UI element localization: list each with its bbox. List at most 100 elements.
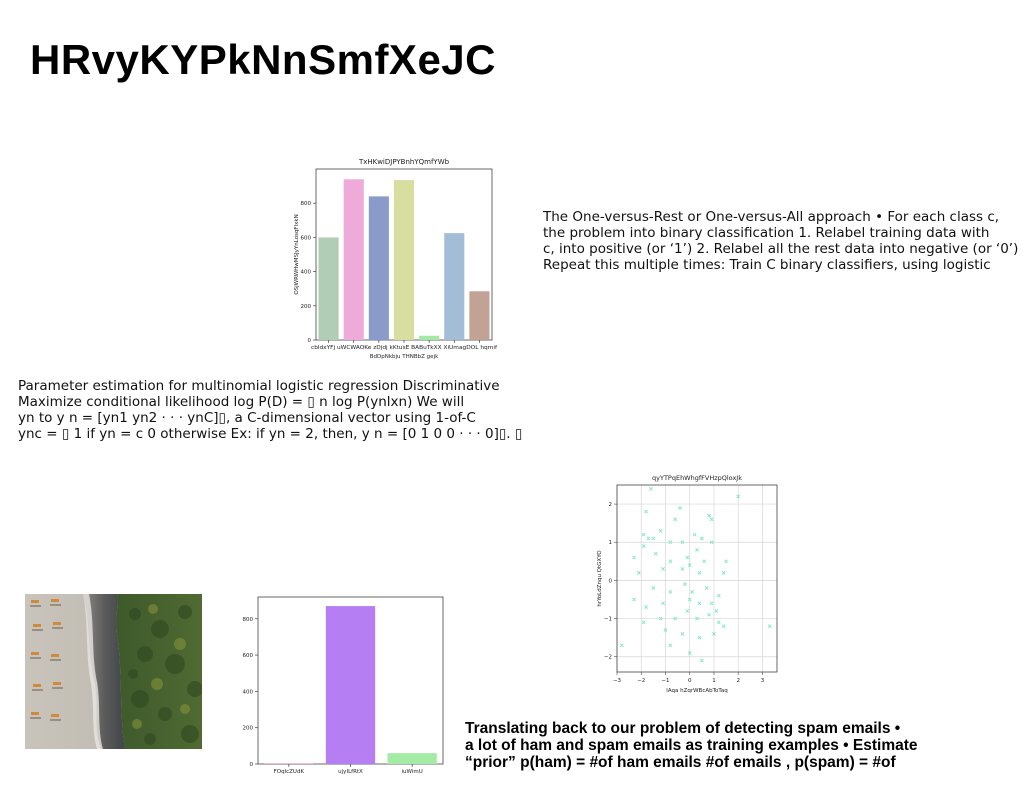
scatter-point bbox=[680, 631, 685, 636]
y-tick-label: 800 bbox=[243, 617, 254, 623]
text-line: “prior” p(ham) = #of ham emails #of emai… bbox=[465, 754, 896, 771]
chart-title: qyYTPqEhWhgfFVHzpQloxJk bbox=[652, 474, 742, 482]
scatter-point bbox=[678, 505, 682, 510]
paragraph-spam-detection: Translating back to our problem of detec… bbox=[465, 720, 918, 771]
scatter-point bbox=[680, 567, 685, 571]
y-tick-label: 600 bbox=[243, 653, 254, 659]
bar-XiUmagDOL bbox=[444, 233, 465, 340]
point-stroke bbox=[668, 559, 673, 564]
y-tick-label: 600 bbox=[301, 235, 312, 241]
point-stroke bbox=[619, 643, 624, 648]
scatter-point bbox=[724, 559, 729, 564]
scatter-point bbox=[697, 635, 702, 640]
x-category-labels: cbldxYFj uWCWAOKe zDjdj kKtusE BABuTkXX … bbox=[311, 345, 497, 351]
x-tick-label: iuWimU bbox=[402, 769, 423, 775]
bar-chart-1: TxHKwiDJPYBnhYQmfYWb 0 200 400 600 800 cbldxYF… bbox=[294, 158, 497, 360]
y-tick-label: 2 bbox=[609, 502, 613, 508]
x-tick-label: ujyILfRtX bbox=[338, 769, 363, 775]
y-tick-label: 200 bbox=[243, 726, 254, 732]
point-stroke bbox=[685, 555, 690, 560]
scatter-point bbox=[641, 544, 646, 548]
x-tick-label: 0 bbox=[688, 678, 692, 684]
point-stroke bbox=[682, 582, 687, 587]
text-line: Parameter estimation for multinomial log… bbox=[18, 378, 500, 394]
scatter-point bbox=[716, 593, 721, 598]
bar-BABuTkXX bbox=[419, 335, 440, 340]
point-stroke bbox=[636, 570, 641, 575]
page-title: HRvyKYPkNnSmfXeJC bbox=[30, 36, 496, 83]
scatter-point bbox=[702, 559, 707, 564]
scatter-point bbox=[641, 532, 646, 537]
scatter-point bbox=[668, 643, 673, 648]
point-stroke bbox=[646, 536, 651, 541]
scatter-point bbox=[680, 540, 685, 545]
point-stroke bbox=[658, 528, 663, 533]
scatter-point bbox=[721, 624, 726, 629]
point-stroke bbox=[680, 631, 685, 636]
point-stroke bbox=[721, 624, 726, 629]
point-stroke bbox=[653, 551, 658, 556]
y-tick-label: 0 bbox=[308, 338, 312, 344]
scatter-point bbox=[767, 624, 772, 629]
scatter-point bbox=[709, 601, 714, 606]
plot-frame bbox=[616, 484, 778, 673]
scatter-point bbox=[690, 589, 695, 594]
scatter-point bbox=[651, 536, 656, 541]
point-stroke bbox=[697, 601, 702, 606]
point-stroke bbox=[690, 589, 695, 594]
point-stroke bbox=[632, 597, 636, 602]
x-tick-label: −2 bbox=[637, 678, 645, 684]
scatter-point bbox=[653, 551, 658, 556]
x-tick-label: FOqlcZUdK bbox=[274, 769, 305, 775]
bar-iuWimU bbox=[387, 753, 437, 764]
point-stroke bbox=[716, 593, 721, 598]
scatter-point bbox=[646, 536, 651, 541]
scatter-point bbox=[712, 631, 716, 636]
text-line: Maximize conditional likelihood log P(D)… bbox=[18, 394, 465, 410]
bar-hqmif bbox=[469, 291, 490, 340]
x-tick-label: 3 bbox=[761, 678, 765, 684]
y-tick-label: 1 bbox=[609, 540, 613, 546]
scatter-point bbox=[699, 658, 704, 663]
bar-FOqlcZUdK bbox=[264, 763, 314, 764]
scatter-point bbox=[661, 601, 665, 606]
text-line: The One-versus-Rest or One-versus-All ap… bbox=[543, 209, 1000, 225]
point-stroke bbox=[680, 567, 685, 571]
scatter-point bbox=[663, 628, 668, 632]
point-stroke bbox=[767, 624, 772, 629]
y-tick-label: 0 bbox=[250, 762, 254, 768]
point-stroke bbox=[668, 540, 673, 545]
scatter-chart: qyYTPqEhWhgfFVHzpQloxJk −3 −2 −1 0 1 2 3 −2 −1 0 1 2… bbox=[597, 474, 778, 694]
scatter-point bbox=[697, 570, 702, 575]
y-axis-label: OSjWRWHwMSJyYnLosqFlxkN bbox=[294, 214, 300, 294]
point-stroke bbox=[685, 609, 690, 613]
scatter-point bbox=[714, 609, 719, 613]
scatter-point bbox=[641, 620, 646, 625]
point-stroke bbox=[709, 601, 714, 606]
point-stroke bbox=[644, 605, 649, 610]
scatter-point bbox=[687, 597, 692, 602]
point-stroke bbox=[641, 620, 646, 625]
point-stroke bbox=[704, 586, 709, 590]
point-stroke bbox=[699, 658, 704, 663]
scatter-point bbox=[695, 547, 699, 552]
y-axis-label: hrYoLdZnqu QtGXYO bbox=[597, 550, 603, 607]
scatter-point bbox=[704, 586, 709, 590]
point-stroke bbox=[649, 486, 653, 491]
scatter-point bbox=[695, 616, 699, 621]
point-stroke bbox=[697, 570, 702, 575]
x-tick-label: 2 bbox=[736, 678, 740, 684]
scatter-point bbox=[636, 570, 641, 575]
aerial-beach-photo bbox=[25, 594, 202, 749]
bar-zDjdj bbox=[368, 196, 389, 340]
y-tick-label: −2 bbox=[604, 655, 612, 661]
point-stroke bbox=[663, 628, 668, 632]
point-stroke bbox=[651, 536, 656, 541]
text-line: a lot of ham and spam emails as training… bbox=[465, 737, 918, 754]
point-stroke bbox=[695, 547, 699, 552]
scatter-point bbox=[685, 609, 690, 613]
bar-uWCWAOKe bbox=[343, 179, 364, 340]
scatter-point bbox=[668, 589, 673, 594]
x-axis-label: BdDpNkbju THNBbZ gejk bbox=[370, 354, 439, 360]
point-stroke bbox=[661, 567, 665, 571]
